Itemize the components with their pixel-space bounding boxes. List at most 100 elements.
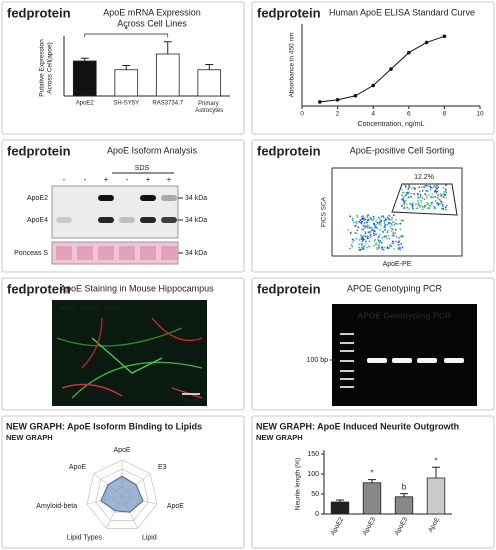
- event-dot: [404, 194, 407, 196]
- x-tick-label: RAS3734.7: [152, 101, 183, 107]
- error-bar: [122, 65, 131, 70]
- x-axis-label: ApoE-PE: [383, 261, 412, 268]
- event-dot: [392, 232, 395, 234]
- event-dot: [428, 207, 431, 209]
- bar: [394, 496, 414, 515]
- event-dot: [382, 216, 385, 219]
- fiber: [171, 387, 203, 399]
- event-dot: [392, 214, 395, 217]
- event-dot: [395, 222, 397, 225]
- event-dot: [351, 246, 354, 248]
- event-dot: [358, 243, 360, 246]
- event-dot: [400, 219, 403, 222]
- event-dot: [429, 185, 432, 188]
- event-dot: [366, 215, 368, 217]
- x-tick-label-line: Primary: [198, 101, 220, 107]
- event-dot: [364, 235, 367, 238]
- event-dot: [373, 227, 376, 229]
- event-dot: [427, 203, 430, 206]
- event-dot: [377, 238, 379, 241]
- event-dot: [375, 220, 378, 222]
- panel-frame: [1, 1, 245, 135]
- ladder-band: [340, 360, 354, 362]
- fiber: [61, 383, 123, 397]
- event-dot: [431, 193, 434, 195]
- event-dot: [379, 218, 381, 220]
- event-dot: [394, 228, 397, 231]
- event-dot: [355, 220, 358, 223]
- y-tick-label: 150: [307, 451, 319, 458]
- event-dot: [378, 240, 380, 243]
- event-dot: [442, 187, 445, 189]
- x-tick-label: 0: [300, 111, 304, 118]
- event-dot: [417, 202, 420, 204]
- event-dot: [367, 220, 370, 222]
- sample-band: [444, 358, 464, 363]
- x-tick-label: 4: [371, 111, 375, 118]
- event-dot: [426, 196, 428, 199]
- event-dot: [444, 206, 447, 209]
- event-dot: [381, 248, 384, 251]
- ponceau-lane: [140, 246, 156, 260]
- event-dot: [410, 187, 413, 190]
- event-dot: [410, 192, 413, 195]
- micrograph: [52, 300, 207, 406]
- point: [442, 34, 447, 39]
- point: [318, 100, 322, 104]
- gel-title: APOE Genotyping PCR: [357, 310, 451, 320]
- y-tick-label: 50: [311, 491, 319, 498]
- event-dot: [435, 202, 438, 205]
- event-dot: [436, 184, 439, 187]
- bar: [155, 53, 180, 97]
- lane-label: +: [146, 175, 151, 184]
- panel: fedprotein ApoE-positive Cell Sorting 12.2…: [251, 139, 495, 273]
- band: [56, 217, 72, 223]
- legend-entry: ApoE: [60, 305, 77, 312]
- event-dot: [434, 195, 437, 198]
- panel-title: NEW GRAPH: ApoE Isoform Binding to Lipid…: [6, 421, 202, 431]
- event-dot: [394, 232, 397, 235]
- panel-title: NEW GRAPH: ApoE Induced Neurite Outgrowt…: [256, 421, 459, 431]
- event-dot: [420, 199, 422, 202]
- event-dot: [403, 195, 406, 198]
- event-dot: [350, 244, 353, 247]
- event-dot: [393, 221, 395, 224]
- ladder-band: [340, 386, 354, 388]
- event-dot: [442, 205, 444, 208]
- bar: [362, 482, 382, 515]
- event-dot: [388, 237, 391, 240]
- event-dot: [425, 203, 428, 206]
- event-dot: [380, 215, 383, 218]
- event-dot: [370, 227, 373, 230]
- event-dot: [391, 221, 394, 223]
- event-dot: [423, 198, 426, 201]
- sample-band: [392, 358, 412, 363]
- event-dot: [366, 221, 368, 224]
- event-dot: [362, 234, 365, 237]
- event-dot: [404, 184, 407, 187]
- event-dot: [376, 248, 379, 251]
- event-dot: [407, 192, 409, 195]
- event-dot: [383, 220, 386, 223]
- event-dot: [355, 237, 358, 240]
- ladder-band: [340, 333, 354, 335]
- event-dot: [378, 233, 381, 236]
- event-dot: [417, 196, 420, 199]
- band: [98, 195, 114, 201]
- fiber: [71, 361, 203, 399]
- event-dot: [386, 231, 389, 234]
- event-dot: [411, 206, 414, 209]
- event-dot: [381, 236, 384, 239]
- panel-frame: [251, 415, 495, 549]
- event-dot: [398, 236, 400, 239]
- event-dot: [436, 196, 439, 199]
- lane-label: +: [104, 175, 109, 184]
- event-dot: [363, 245, 366, 248]
- logo: fedprotein: [257, 5, 321, 20]
- event-dot: [401, 198, 403, 201]
- bar-annotation: *: [370, 469, 373, 478]
- event-dot: [369, 217, 372, 219]
- event-dot: [358, 238, 361, 241]
